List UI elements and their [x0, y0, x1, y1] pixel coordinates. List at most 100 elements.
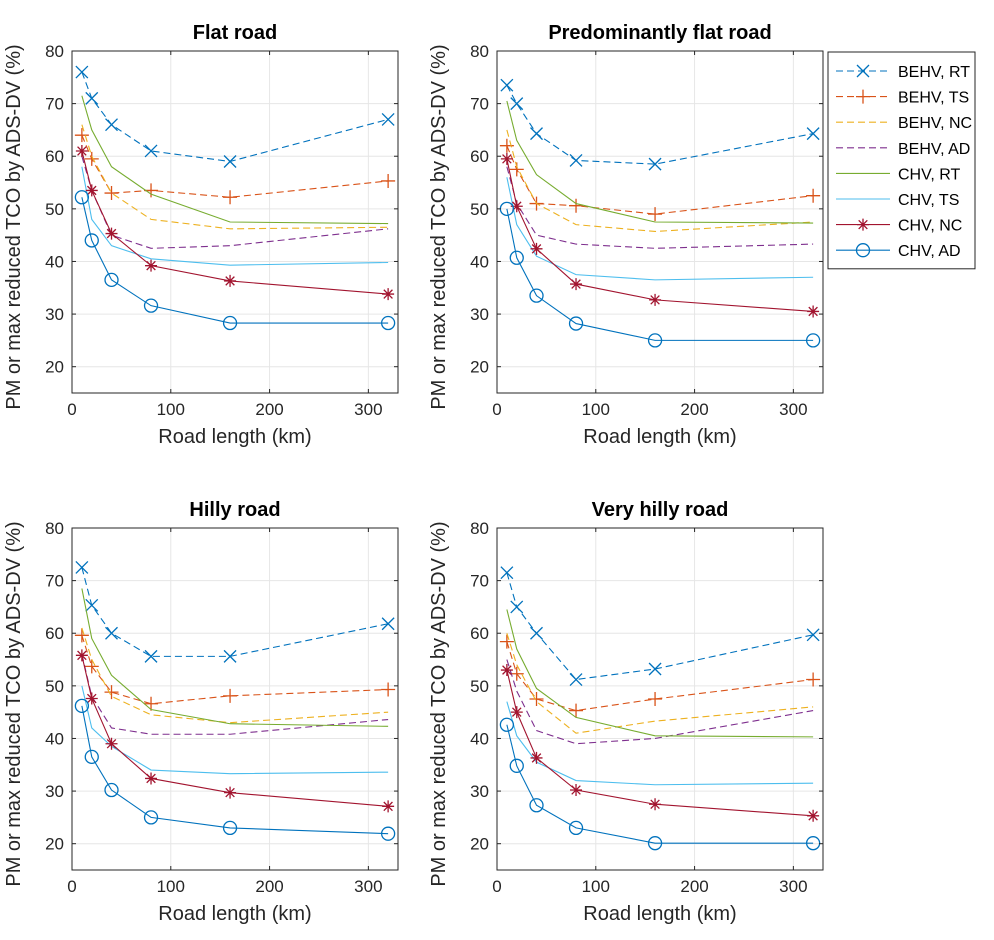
data-point — [223, 190, 238, 205]
series-chv-ad — [499, 201, 821, 348]
legend-marker — [856, 64, 870, 78]
legend-marker — [857, 218, 869, 231]
data-point — [224, 274, 237, 287]
series-line — [506, 129, 814, 233]
series-line — [506, 572, 814, 681]
axes-box — [71, 527, 399, 871]
legend-label: BEHV, TS — [898, 90, 969, 107]
y-tick-label: 70 — [45, 572, 64, 591]
series-chv-ts — [81, 166, 389, 266]
y-tick-label: 60 — [470, 147, 489, 166]
legend-entry: CHV, TS — [836, 192, 959, 209]
series-line — [506, 208, 814, 341]
data-point — [104, 685, 119, 700]
series-chv-ad — [499, 717, 821, 851]
data-point — [85, 598, 99, 612]
data-point — [381, 173, 396, 188]
series-chv-rt — [506, 609, 814, 738]
data-point — [648, 662, 662, 676]
plot-area — [72, 528, 398, 870]
data-point — [509, 250, 524, 265]
y-tick-label: 60 — [45, 624, 64, 643]
y-tick-label: 50 — [45, 677, 64, 696]
y-tick-label: 40 — [45, 252, 64, 271]
series-behv-rt — [500, 566, 820, 686]
series-behv-ts — [74, 628, 396, 711]
series-line — [81, 627, 389, 724]
y-tick-label: 30 — [470, 782, 489, 801]
y-tick-label: 40 — [470, 252, 489, 271]
series-line — [506, 669, 814, 817]
data-point — [648, 157, 662, 171]
data-point — [84, 233, 99, 248]
series-line — [506, 659, 814, 745]
y-axis-label: PM or max reduced TCO by ADS-DV (%) — [428, 521, 450, 886]
series-behv-ad — [81, 156, 389, 249]
data-point — [570, 784, 583, 797]
data-point — [104, 782, 119, 798]
x-axis-label: Road length (km) — [583, 903, 736, 925]
data-point — [509, 758, 524, 773]
axes-box — [496, 527, 824, 871]
data-point — [223, 155, 237, 168]
series-behv-rt — [75, 65, 395, 168]
subplot-3: 0 100 200 300 20 30 40 50 60 70 80 Hilly road Road l… — [3, 499, 399, 925]
data-point — [85, 184, 98, 197]
data-point — [499, 634, 514, 649]
data-point — [84, 151, 99, 166]
data-point — [222, 820, 238, 836]
legend-marker — [855, 243, 871, 258]
data-point — [806, 127, 820, 141]
data-point — [510, 600, 524, 614]
data-point — [382, 288, 395, 301]
series-line — [81, 567, 389, 657]
data-point — [380, 826, 396, 841]
series-line — [506, 177, 814, 281]
legend-entry: CHV, RT — [836, 166, 960, 183]
data-point — [569, 198, 584, 213]
y-tick-label: 20 — [470, 835, 489, 854]
series-behv-ts — [499, 634, 821, 718]
data-point — [85, 91, 99, 105]
series-line — [81, 95, 389, 225]
series-line — [81, 150, 389, 295]
series-line — [506, 633, 814, 734]
y-tick-label: 70 — [45, 95, 64, 114]
series-line — [81, 197, 389, 324]
series-line — [81, 156, 389, 249]
series-behv-ad — [506, 166, 814, 249]
data-point — [222, 315, 238, 331]
y-tick-label: 20 — [470, 358, 489, 377]
legend-entry: CHV, AD — [836, 243, 961, 260]
legend-label: BEHV, AD — [898, 141, 970, 158]
data-point — [381, 617, 395, 631]
x-tick-label: 100 — [582, 400, 610, 419]
data-point — [381, 682, 396, 697]
legend: BEHV, RT BEHV, TS BEHV, NC BEHV, AD CHV, RT C… — [827, 51, 976, 270]
y-tick-label: 80 — [470, 42, 489, 61]
y-tick-label: 50 — [45, 200, 64, 219]
data-point — [143, 810, 159, 825]
series-line — [506, 641, 814, 712]
series-line — [81, 685, 389, 775]
data-point — [648, 207, 663, 222]
data-point — [74, 190, 90, 205]
y-tick-label: 70 — [470, 572, 489, 591]
x-tick-label: 300 — [354, 877, 382, 896]
series-chv-nc — [75, 649, 395, 813]
data-point — [510, 97, 524, 111]
series-line — [506, 701, 814, 786]
chart-title: Predominantly flat road — [548, 22, 771, 44]
data-point — [569, 673, 583, 686]
series-chv-rt — [81, 588, 389, 727]
data-point — [805, 333, 821, 348]
legend-box — [827, 51, 976, 270]
data-point — [806, 188, 821, 203]
legend-label: BEHV, NC — [898, 115, 972, 132]
series-behv-ad — [506, 659, 814, 745]
series-behv-nc — [506, 633, 814, 734]
legend-entry: BEHV, TS — [836, 90, 969, 107]
x-tick-label: 300 — [779, 877, 807, 896]
legend-entry: BEHV, NC — [836, 115, 972, 132]
data-point — [145, 259, 158, 272]
